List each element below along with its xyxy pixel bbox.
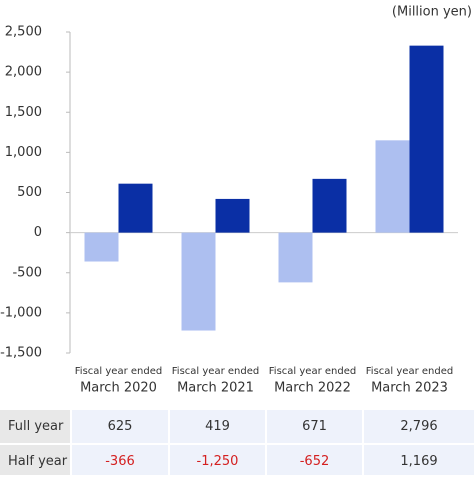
bar: [409, 45, 444, 233]
table-cell: [170, 410, 265, 443]
y-tick-label: 1,000: [5, 145, 42, 160]
table-cell: [267, 445, 362, 478]
bar: [215, 198, 250, 233]
row-header-cell: [0, 445, 70, 478]
table-value: 671: [302, 419, 327, 434]
bar: [118, 183, 153, 233]
y-tick-label: 1,500: [5, 105, 42, 120]
y-tick-label: -1,500: [0, 346, 42, 361]
table-value: -652: [300, 454, 330, 469]
category-prefix: Fiscal year ended: [269, 366, 356, 377]
table-cell: [170, 445, 265, 478]
table-value: -366: [105, 454, 135, 469]
unit-label: (Million yen): [392, 5, 472, 20]
y-tick-label: 0: [34, 225, 42, 240]
bar: [181, 232, 216, 331]
y-tick-label: 500: [17, 185, 42, 200]
table-cell: [72, 410, 168, 443]
category-prefix: Fiscal year ended: [75, 366, 162, 377]
bar: [375, 140, 410, 233]
row-header-cell: [0, 410, 70, 443]
y-tick-label: -1,000: [0, 305, 42, 320]
bar: [84, 232, 119, 262]
table-cell: [364, 445, 474, 478]
table-cell: [267, 410, 362, 443]
bar: [312, 178, 347, 233]
y-tick-label: 2,000: [5, 65, 42, 80]
table-value: 419: [205, 419, 230, 434]
category-prefix: Fiscal year ended: [172, 366, 259, 377]
x-tick-label: March 2023: [371, 381, 448, 396]
table-cell: [364, 410, 474, 443]
x-tick-label: March 2021: [177, 381, 254, 396]
x-tick-label: March 2022: [274, 381, 351, 396]
row-header: Half year: [8, 454, 68, 469]
table-value: 2,796: [400, 419, 437, 434]
table-cell: [72, 445, 168, 478]
bar: [278, 232, 313, 283]
table-value: 625: [108, 419, 133, 434]
category-prefix: Fiscal year ended: [366, 366, 453, 377]
y-tick-label: -500: [12, 265, 42, 280]
x-tick-label: March 2020: [80, 381, 157, 396]
table-value: -1,250: [197, 454, 239, 469]
row-header: Full year: [8, 419, 64, 434]
y-tick-label: 2,500: [5, 25, 42, 40]
table-value: 1,169: [400, 454, 437, 469]
